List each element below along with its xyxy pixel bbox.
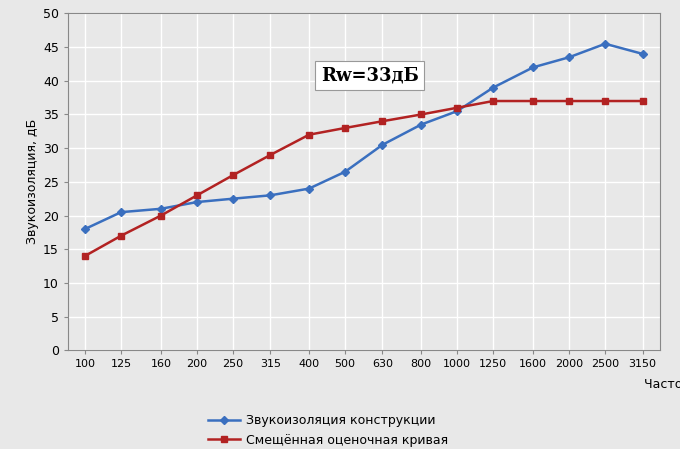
Звукоизоляция конструкции: [453, 109, 461, 114]
Звукоизоляция конструкции: [81, 226, 89, 232]
Смещённая оценочная кривая: [489, 98, 497, 104]
Звукоизоляция конструкции: [305, 186, 313, 191]
Смещённая оценочная кривая: [341, 125, 350, 131]
Звукоизоляция конструкции: [639, 51, 647, 57]
Text: Rw=33дБ: Rw=33дБ: [321, 67, 419, 85]
Смещённая оценочная кривая: [565, 98, 573, 104]
Звукоизоляция конструкции: [229, 196, 237, 201]
Звукоизоляция конструкции: [529, 65, 537, 70]
Смещённая оценочная кривая: [378, 119, 386, 124]
Звукоизоляция конструкции: [417, 122, 425, 128]
Смещённая оценочная кривая: [193, 193, 201, 198]
X-axis label: Частота, Гц: Частота, Гц: [645, 377, 680, 390]
Line: Смещённая оценочная кривая: Смещённая оценочная кривая: [82, 98, 645, 259]
Звукоизоляция конструкции: [117, 210, 125, 215]
Смещённая оценочная кривая: [601, 98, 609, 104]
Смещённая оценочная кривая: [417, 112, 425, 117]
Звукоизоляция конструкции: [193, 199, 201, 205]
Звукоизоляция конструкции: [489, 85, 497, 90]
Смещённая оценочная кривая: [81, 253, 89, 259]
Y-axis label: Звукоизоляция, дБ: Звукоизоляция, дБ: [26, 119, 39, 244]
Звукоизоляция конструкции: [378, 142, 386, 147]
Смещённая оценочная кривая: [267, 152, 275, 158]
Звукоизоляция конструкции: [157, 206, 165, 211]
Звукоизоляция конструкции: [341, 169, 350, 175]
Смещённая оценочная кривая: [117, 233, 125, 238]
Звукоизоляция конструкции: [267, 193, 275, 198]
Звукоизоляция конструкции: [565, 55, 573, 60]
Legend: Звукоизоляция конструкции, Смещённая оценочная кривая: Звукоизоляция конструкции, Смещённая оце…: [203, 409, 453, 449]
Смещённая оценочная кривая: [453, 105, 461, 110]
Смещённая оценочная кривая: [157, 213, 165, 218]
Смещённая оценочная кривая: [639, 98, 647, 104]
Line: Звукоизоляция конструкции: Звукоизоляция конструкции: [82, 41, 645, 232]
Смещённая оценочная кривая: [305, 132, 313, 137]
Смещённая оценочная кривая: [529, 98, 537, 104]
Звукоизоляция конструкции: [601, 41, 609, 47]
Смещённая оценочная кривая: [229, 172, 237, 178]
